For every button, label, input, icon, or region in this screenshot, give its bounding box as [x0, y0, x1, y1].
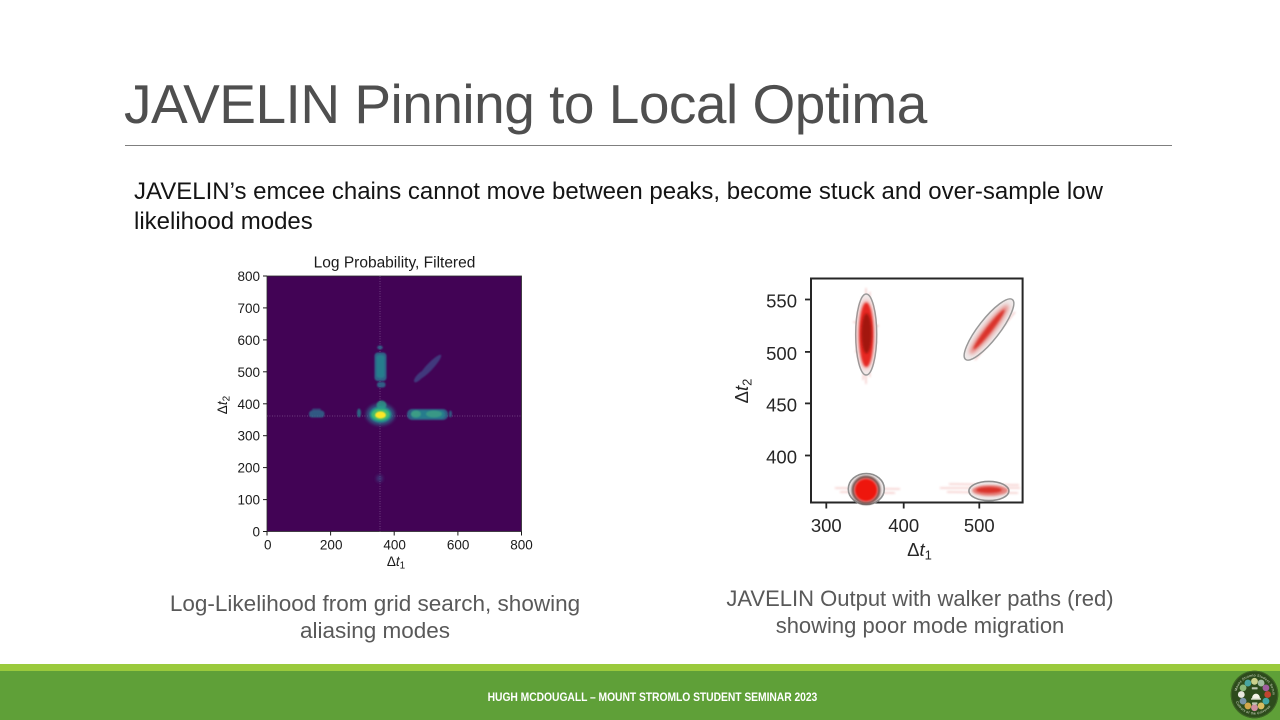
svg-text:500: 500	[237, 365, 260, 380]
svg-text:600: 600	[237, 333, 260, 348]
svg-text:400: 400	[888, 515, 919, 536]
svg-text:200: 200	[320, 538, 343, 553]
svg-text:Δt2: Δt2	[731, 379, 755, 404]
svg-text:800: 800	[237, 269, 260, 284]
svg-text:0: 0	[264, 538, 272, 553]
svg-text:800: 800	[510, 538, 533, 553]
svg-text:300: 300	[811, 515, 842, 536]
svg-text:600: 600	[447, 538, 470, 553]
svg-text:200: 200	[237, 461, 260, 476]
svg-text:300: 300	[237, 429, 260, 444]
svg-text:Δt1: Δt1	[387, 554, 406, 572]
svg-text:400: 400	[766, 447, 797, 468]
svg-text:550: 550	[766, 291, 797, 312]
svg-text:0: 0	[252, 525, 260, 540]
svg-text:400: 400	[237, 397, 260, 412]
svg-text:700: 700	[237, 301, 260, 316]
svg-text:Δt1: Δt1	[907, 539, 932, 563]
svg-text:500: 500	[964, 515, 995, 536]
svg-text:450: 450	[766, 395, 797, 416]
svg-text:Δt2: Δt2	[215, 395, 233, 414]
svg-text:400: 400	[383, 538, 406, 553]
svg-text:Log Probability, Filtered: Log Probability, Filtered	[314, 255, 476, 272]
svg-text:500: 500	[766, 343, 797, 364]
svg-text:100: 100	[237, 493, 260, 508]
